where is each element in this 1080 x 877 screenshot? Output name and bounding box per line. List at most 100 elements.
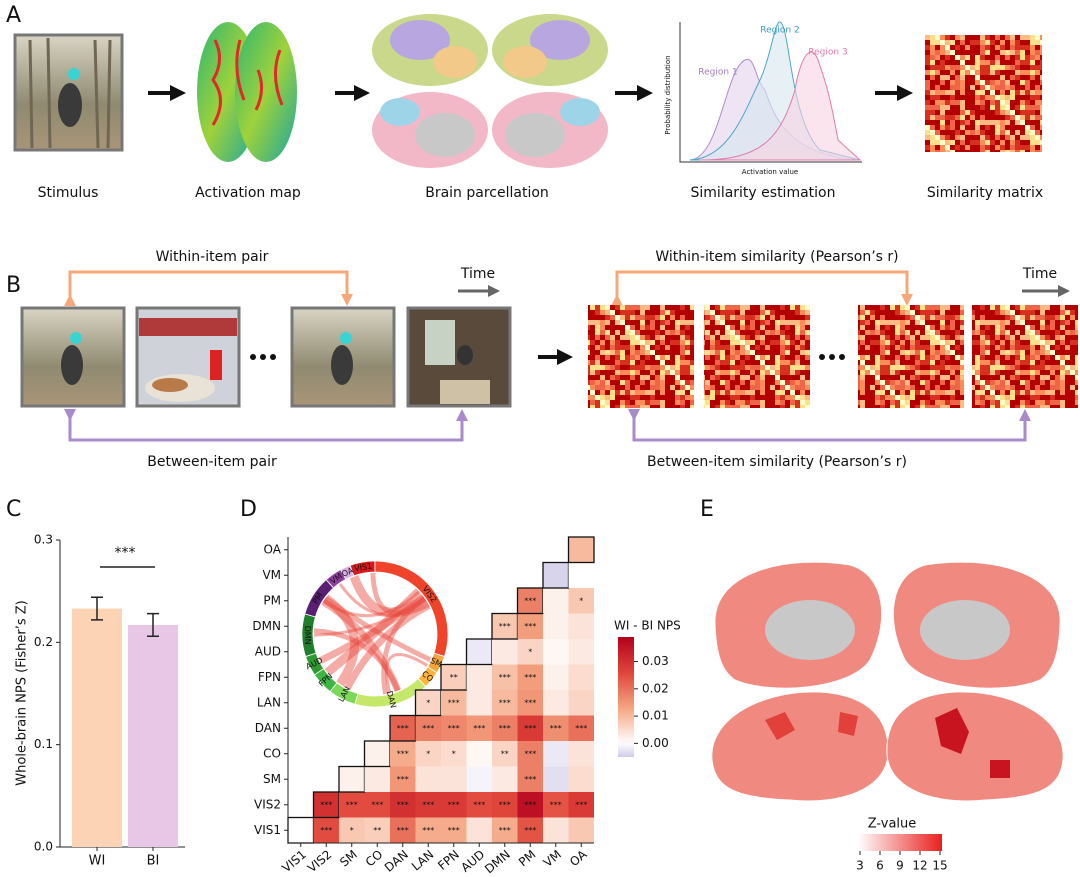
y-tick-label: 0.3 <box>34 533 53 547</box>
brain-surface <box>711 561 1064 802</box>
significance-stars: *** <box>473 724 485 733</box>
heatmap-cell <box>543 562 569 588</box>
heatmap-cell <box>492 792 518 818</box>
chord-label: DAN <box>385 690 398 709</box>
heatmap-cell <box>466 639 492 665</box>
column-label: OA <box>567 847 590 869</box>
row-label: AUD <box>255 644 281 658</box>
panel-label: A <box>6 3 21 28</box>
heatmap-cell <box>568 664 594 690</box>
pair-bracket <box>628 409 1031 442</box>
panel-label: E <box>700 497 714 522</box>
column-label: DMN <box>482 847 513 876</box>
significance-stars: *** <box>320 826 332 835</box>
chord <box>322 594 359 687</box>
caption: Similarity estimation <box>691 185 836 201</box>
ellipsis-dot <box>270 354 276 360</box>
significance-stars: *** <box>320 800 332 809</box>
significance-stars: ** <box>373 826 381 835</box>
chord <box>370 572 429 616</box>
similarity-matrix-image <box>704 305 810 408</box>
heatmap-cell <box>517 639 543 665</box>
similarity-matrix-image <box>858 305 964 408</box>
brain-parcellation <box>372 14 608 168</box>
caption: Stimulus <box>38 185 99 201</box>
heatmap-cell <box>517 792 543 818</box>
colorbar-tick-label: 9 <box>896 859 904 873</box>
axis-label: Activation value <box>742 168 798 176</box>
significance-stars: * <box>452 749 456 758</box>
heatmap-cell <box>568 792 594 818</box>
colorbar <box>858 834 942 851</box>
bracket-label: Within-item similarity (Pearson’s r) <box>655 249 898 265</box>
significance-stars: *** <box>524 622 536 631</box>
heatmap-cell <box>441 715 467 741</box>
heatmap-cell <box>415 715 441 741</box>
panel-label: C <box>6 497 21 522</box>
chord <box>313 596 426 637</box>
significance-label: *** <box>115 545 136 561</box>
series-label: Region 3 <box>808 48 847 58</box>
row-label: PM <box>263 593 281 607</box>
heatmap-cell <box>390 792 416 818</box>
chord-label: DMN <box>303 626 312 645</box>
chord <box>313 628 401 692</box>
significance-stars: *** <box>524 698 536 707</box>
error-bar <box>91 596 103 621</box>
ellipsis-dot <box>839 354 845 360</box>
column-label: VIS2 <box>305 847 335 875</box>
column-label: CO <box>363 847 386 869</box>
colorbar-tick-label: 6 <box>876 859 884 873</box>
heatmap-cell <box>364 817 390 843</box>
heatmap-cell <box>517 817 543 843</box>
row-label: CO <box>263 746 281 760</box>
bar <box>72 608 122 847</box>
panel-label: D <box>240 497 257 522</box>
panel-label: B <box>6 273 21 298</box>
significance-stars: *** <box>575 800 587 809</box>
heatmap-cell <box>492 639 518 665</box>
chord <box>322 590 420 618</box>
significance-stars: ** <box>501 749 509 758</box>
heatmap-cell <box>543 792 569 818</box>
axis-label: Probability distribution <box>664 55 672 134</box>
stimulus-photo <box>406 306 512 408</box>
row-label: DMN <box>252 619 281 633</box>
significance-stars: *** <box>524 596 536 605</box>
heatmap-cell <box>364 792 390 818</box>
heatmap-cell <box>568 537 594 563</box>
significance-stars: *** <box>473 800 485 809</box>
heatmap-cell <box>313 792 339 818</box>
chord <box>321 598 402 692</box>
heatmap-cell <box>492 715 518 741</box>
y-axis-label: Whole-brain NPS (Fisher’s Z) <box>15 600 30 785</box>
significance-stars: *** <box>499 800 511 809</box>
heatmap-cell <box>339 817 365 843</box>
heatmap-cell <box>543 613 569 639</box>
significance-stars: *** <box>524 826 536 835</box>
heatmap-cell <box>568 817 594 843</box>
chord <box>338 583 430 618</box>
significance-stars: *** <box>346 800 358 809</box>
heatmap-cell <box>568 690 594 716</box>
row-label: OA <box>264 542 282 556</box>
heatmap-cell <box>517 741 543 767</box>
column-label: VIS1 <box>279 847 309 875</box>
significance-stars: * <box>350 826 354 835</box>
colorbar-tick-label: 15 <box>932 859 947 873</box>
significance-stars: * <box>426 749 430 758</box>
ellipsis-dot <box>250 354 256 360</box>
significance-stars: *** <box>499 622 511 631</box>
row-label: DAN <box>255 721 281 735</box>
heatmap-cell <box>517 588 543 614</box>
significance-stars: *** <box>524 673 536 682</box>
heatmap-cell <box>492 741 518 767</box>
y-tick-label: 0.2 <box>34 635 53 649</box>
heatmap-cell <box>441 766 467 792</box>
column-label: PM <box>516 847 538 869</box>
significance-stars: *** <box>397 775 409 784</box>
significance-stars: *** <box>524 800 536 809</box>
colorbar-tick-label: 0.02 <box>642 681 669 695</box>
heatmap-cell <box>543 690 569 716</box>
